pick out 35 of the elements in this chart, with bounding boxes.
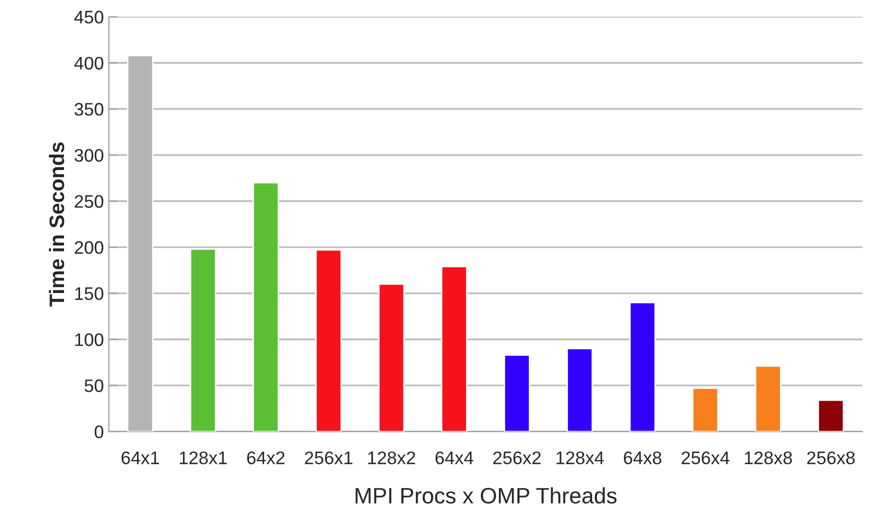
bar bbox=[252, 182, 280, 432]
y-tick-label: 350 bbox=[74, 102, 104, 116]
bar bbox=[566, 348, 594, 432]
bar bbox=[504, 354, 530, 432]
x-axis-title: MPI Procs x OMP Threads bbox=[356, 487, 617, 504]
y-tick-label: 300 bbox=[74, 148, 104, 162]
x-tick-label: 64x4 bbox=[436, 451, 474, 464]
x-tick-label: 128x8 bbox=[744, 451, 792, 464]
bar bbox=[692, 388, 719, 432]
y-tick-label: 400 bbox=[74, 56, 104, 70]
y-tick-label: 100 bbox=[75, 333, 104, 346]
y-tick-label: 50 bbox=[84, 379, 104, 392]
x-tick-label: 128x2 bbox=[368, 451, 416, 464]
y-tick-label: 250 bbox=[74, 195, 104, 208]
x-tick-label: 256x2 bbox=[493, 451, 541, 464]
x-tick-label: 64x8 bbox=[624, 451, 662, 464]
y-tick-label: 0 bbox=[94, 425, 104, 438]
x-tick-label: 128x4 bbox=[556, 451, 604, 464]
y-tick-label: 150 bbox=[75, 287, 104, 300]
x-tick-label: 64x1 bbox=[122, 451, 159, 464]
x-tick-label: 256x4 bbox=[682, 451, 730, 464]
bar bbox=[629, 302, 656, 432]
y-tick-label: 450 bbox=[74, 10, 104, 24]
x-tick-label: 256x1 bbox=[304, 451, 352, 464]
x-tick-label: 256x8 bbox=[807, 451, 855, 464]
bar bbox=[440, 266, 468, 432]
bar bbox=[190, 248, 216, 432]
bar bbox=[818, 400, 844, 432]
y-tick-label: 200 bbox=[74, 241, 104, 254]
x-tick-label: 64x2 bbox=[247, 451, 285, 464]
bar bbox=[378, 283, 405, 432]
x-tick-label: 128x1 bbox=[180, 451, 227, 464]
bar bbox=[754, 365, 782, 432]
y-axis-title: Time in Seconds bbox=[48, 142, 64, 307]
bar bbox=[315, 249, 342, 432]
